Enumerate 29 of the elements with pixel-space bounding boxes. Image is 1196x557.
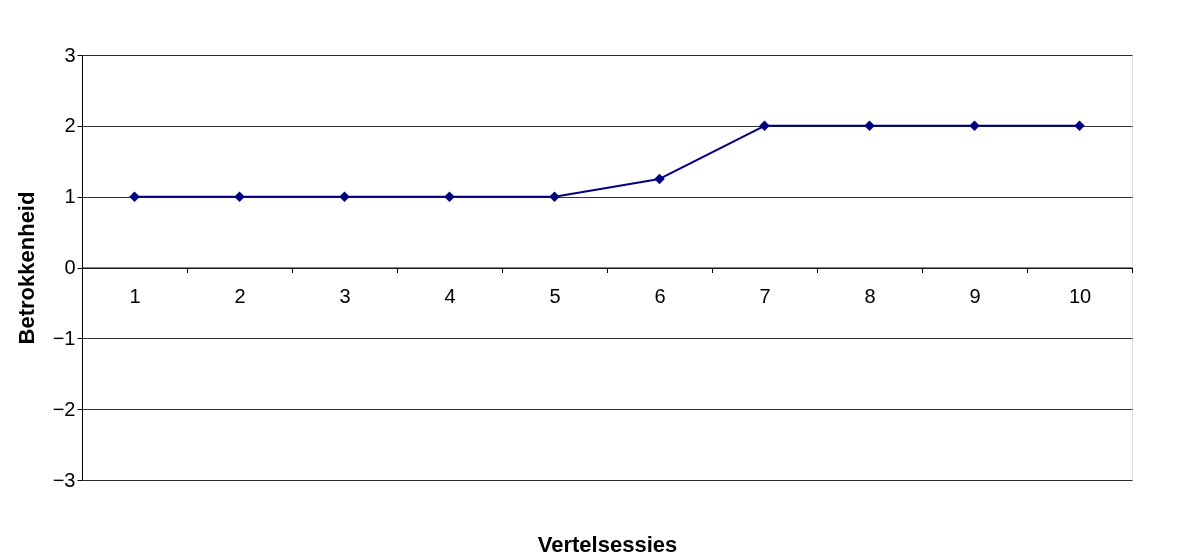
point: [654, 173, 665, 185]
y-tick-label: 3: [64, 43, 76, 66]
x-tick-label: 4: [444, 285, 456, 307]
point: [234, 191, 245, 202]
y-tick-label: 1: [64, 185, 76, 208]
y-tick-label: −3: [52, 468, 76, 491]
point: [759, 120, 770, 132]
point: [339, 191, 350, 202]
y-tick-label: 0: [64, 256, 76, 278]
x-axis-title: Vertelsessies: [537, 531, 678, 557]
point: [864, 120, 875, 132]
x-tick-label: 1: [129, 285, 141, 307]
point: [549, 191, 560, 202]
x-tick-label: 9: [969, 285, 981, 307]
point: [969, 120, 980, 132]
x-tick-label: 3: [339, 285, 351, 307]
y-tick-label: 2: [64, 114, 76, 137]
x-tick-label: 7: [759, 285, 771, 307]
point: [1074, 120, 1085, 132]
y-axis-title: Betrokkenheid: [13, 191, 39, 345]
x-tick-label: 5: [549, 285, 561, 307]
x-tick-label: 2: [234, 285, 246, 307]
x-tick-label: 6: [654, 285, 666, 307]
x-tick-label: 8: [864, 285, 876, 307]
y-tick-label: −2: [52, 397, 76, 420]
point: [129, 191, 140, 202]
point: [444, 191, 455, 202]
y-tick-label: −1: [52, 326, 76, 349]
x-tick-label: 10: [1068, 285, 1092, 307]
